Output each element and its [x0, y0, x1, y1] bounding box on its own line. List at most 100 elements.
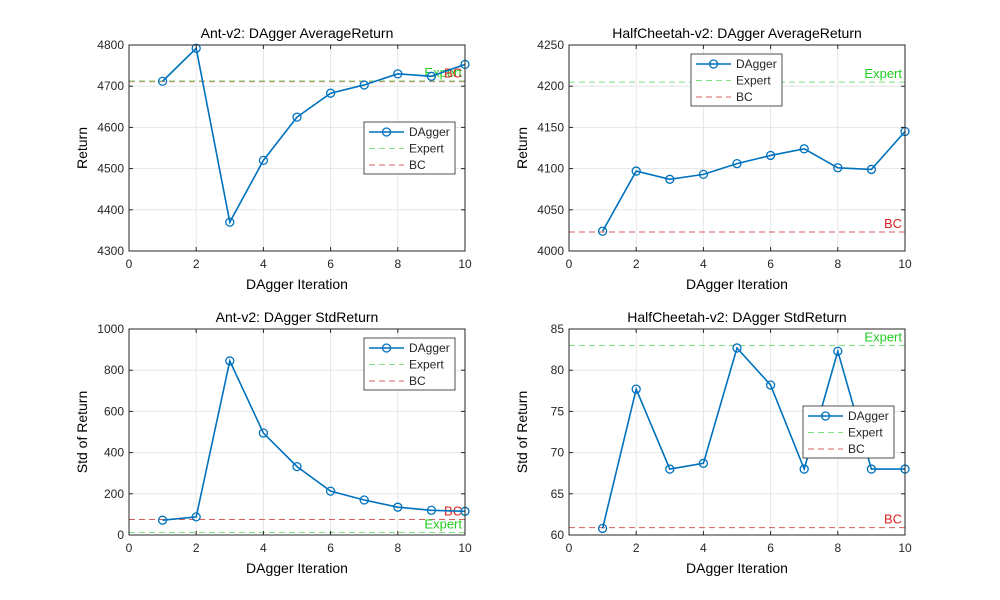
dagger-data-point: [225, 217, 235, 227]
dagger-data-point: [597, 226, 608, 236]
dagger-data-point: [258, 155, 269, 166]
y-tick-label: 800: [104, 363, 124, 377]
y-axis-label: Std of Return: [74, 391, 90, 474]
bc-line-label: BC: [884, 512, 902, 527]
legend-entry-label: DAgger: [848, 409, 889, 423]
legend: DAgger Expert BC: [802, 405, 895, 459]
x-tick-label: 2: [633, 257, 640, 271]
dagger-series-line: [601, 130, 905, 232]
y-tick-label: 400: [104, 446, 124, 460]
y-tick-label: 4400: [97, 203, 124, 217]
x-tick-label: 6: [327, 257, 334, 271]
y-tick-label: 4050: [537, 203, 564, 217]
y-tick-label: 4700: [97, 79, 124, 93]
y-tick-label: 0: [117, 528, 124, 542]
x-tick-label: 0: [566, 541, 573, 555]
x-tick-label: 4: [700, 257, 707, 271]
y-tick-label: 4600: [97, 120, 124, 134]
x-tick-label: 8: [394, 257, 401, 271]
dagger-data-point: [359, 80, 369, 90]
x-tick-label: 10: [458, 257, 472, 271]
dagger-series-line: [162, 358, 465, 521]
subplot-ant-avg: Ant-v2: DAgger AverageReturn DAgger Iter…: [74, 25, 472, 292]
expert-line-label: Expert: [864, 329, 902, 344]
legend-marker: [381, 343, 392, 353]
x-tick-label: 6: [767, 257, 774, 271]
y-tick-label: 75: [551, 404, 565, 418]
dagger-data-point: [426, 505, 437, 515]
dagger-data-point: [292, 112, 302, 122]
x-tick-label: 8: [834, 257, 841, 271]
dagger-data-point: [799, 464, 809, 474]
dagger-data-point: [225, 356, 235, 366]
legend-entry-label: Expert: [848, 426, 883, 440]
x-tick-label: 6: [767, 541, 774, 555]
dagger-data-point: [597, 523, 608, 534]
y-tick-label: 200: [104, 487, 124, 501]
dagger-data-point: [698, 458, 709, 468]
dagger-data-point: [631, 384, 641, 394]
dagger-data-point: [631, 166, 641, 176]
legend-entry-label: DAgger: [736, 57, 777, 71]
x-tick-label: 10: [898, 257, 912, 271]
axes-box: [568, 328, 906, 536]
y-tick-label: 4000: [537, 244, 564, 258]
x-axis-label: DAgger Iteration: [246, 276, 348, 292]
legend: DAgger Expert BC: [363, 121, 456, 175]
x-tick-label: 0: [126, 541, 133, 555]
y-tick-label: 4300: [97, 244, 124, 258]
legend-entry-label: Expert: [736, 74, 771, 88]
y-tick-label: 85: [551, 322, 565, 336]
x-tick-label: 8: [394, 541, 401, 555]
legend-entry-label: DAgger: [409, 125, 450, 139]
dagger-data-point: [765, 380, 776, 390]
axes-box: [568, 44, 906, 252]
x-tick-label: 4: [700, 541, 707, 555]
dagger-data-point: [665, 464, 675, 474]
y-tick-label: 70: [551, 446, 565, 460]
subplot-hc-std: HalfCheetah-v2: DAgger StdReturn DAgger …: [514, 309, 912, 576]
expert-line-label: Expert: [864, 66, 902, 81]
legend-marker: [708, 59, 719, 69]
dagger-data-point: [157, 76, 168, 86]
dagger-data-point: [698, 169, 709, 180]
y-axis-label: Std of Return: [514, 391, 530, 474]
y-tick-label: 60: [551, 528, 565, 542]
chart-title: HalfCheetah-v2: DAgger StdReturn: [627, 309, 846, 325]
legend: DAgger Expert BC: [363, 337, 456, 391]
legend-marker: [381, 127, 392, 137]
x-tick-label: 2: [193, 257, 200, 271]
y-tick-label: 4150: [537, 120, 564, 134]
x-tick-label: 6: [327, 541, 334, 555]
dagger-data-point: [799, 144, 809, 154]
chart-title: Ant-v2: DAgger AverageReturn: [201, 25, 394, 41]
x-axis-label: DAgger Iteration: [686, 560, 788, 576]
legend-entry-label: BC: [848, 442, 865, 456]
y-tick-label: 80: [551, 363, 565, 377]
dagger-series-line: [162, 46, 465, 225]
y-tick-label: 4500: [97, 162, 124, 176]
y-tick-label: 65: [551, 487, 565, 501]
dagger-data-point: [765, 150, 776, 161]
x-tick-label: 10: [898, 541, 912, 555]
y-tick-label: 4100: [537, 162, 564, 176]
dagger-data-point: [359, 495, 369, 505]
dagger-data-point: [325, 88, 336, 98]
x-tick-label: 0: [566, 257, 573, 271]
dagger-data-point: [191, 43, 201, 53]
dagger-data-point: [426, 71, 437, 81]
expert-line-label: Expert: [424, 517, 462, 532]
y-tick-label: 600: [104, 404, 124, 418]
dagger-data-point: [833, 346, 843, 356]
y-axis-label: Return: [74, 127, 90, 169]
x-tick-label: 2: [633, 541, 640, 555]
dagger-data-point: [325, 486, 336, 496]
dagger-data-point: [393, 502, 403, 512]
x-axis-label: DAgger Iteration: [686, 276, 788, 292]
y-tick-label: 4800: [97, 38, 124, 52]
legend-entry-label: BC: [736, 90, 753, 104]
legend-entry-label: BC: [409, 374, 426, 388]
y-tick-label: 1000: [97, 322, 124, 336]
legend-entry-label: DAgger: [409, 341, 450, 355]
